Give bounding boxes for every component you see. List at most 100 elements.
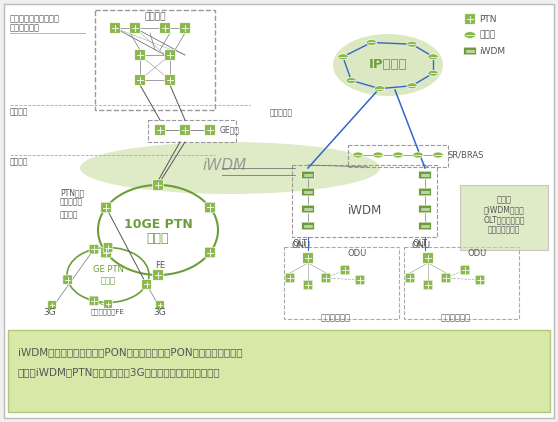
Text: 汇聚层: 汇聚层 [497,195,512,204]
Text: GE光口: GE光口 [220,125,240,135]
Text: 之全业务承载: 之全业务承载 [10,23,40,32]
FancyBboxPatch shape [4,4,554,418]
FancyBboxPatch shape [153,270,163,280]
FancyBboxPatch shape [302,171,314,179]
FancyBboxPatch shape [205,202,215,213]
Ellipse shape [353,152,363,158]
FancyBboxPatch shape [155,124,165,135]
Ellipse shape [373,152,383,158]
Text: ONU: ONU [291,241,310,250]
FancyBboxPatch shape [441,273,451,283]
FancyBboxPatch shape [101,247,112,258]
Text: 全业务汇聚区: 全业务汇聚区 [441,313,471,322]
FancyBboxPatch shape [89,244,99,254]
FancyBboxPatch shape [134,50,145,60]
FancyBboxPatch shape [89,296,99,306]
Ellipse shape [393,152,403,158]
FancyBboxPatch shape [156,301,164,309]
Text: ODU: ODU [468,249,487,258]
Ellipse shape [464,32,476,38]
FancyBboxPatch shape [302,205,314,213]
Ellipse shape [428,54,438,60]
FancyBboxPatch shape [103,243,113,252]
FancyBboxPatch shape [129,23,140,33]
FancyBboxPatch shape [302,188,314,196]
Text: 接入环: 接入环 [100,276,116,286]
Text: 重要集团客户FE: 重要集团客户FE [91,308,125,315]
Text: 业务运营承载）: 业务运营承载） [488,225,520,234]
FancyBboxPatch shape [460,265,470,275]
FancyBboxPatch shape [418,222,431,230]
Text: OLT: OLT [292,239,307,248]
FancyBboxPatch shape [302,222,314,230]
FancyBboxPatch shape [104,300,112,308]
FancyBboxPatch shape [302,253,313,263]
Ellipse shape [338,54,348,60]
Text: 核心层iWDM和PTN联合组网实现3G承载调度，提高网络弹性化: 核心层iWDM和PTN联合组网实现3G承载调度，提高网络弹性化 [18,367,220,377]
FancyBboxPatch shape [465,14,475,24]
FancyBboxPatch shape [134,75,145,85]
Text: iWDM: iWDM [203,157,247,173]
FancyBboxPatch shape [180,124,190,135]
FancyBboxPatch shape [160,23,170,33]
Text: 汇聚环: 汇聚环 [147,232,169,244]
Text: 汇聚节点: 汇聚节点 [60,211,79,219]
Text: （iWDM下沉到: （iWDM下沉到 [484,205,525,214]
Text: ONU: ONU [411,241,430,250]
Text: 3G: 3G [153,308,166,317]
FancyBboxPatch shape [423,253,434,263]
FancyBboxPatch shape [285,273,295,283]
Ellipse shape [80,142,380,194]
FancyBboxPatch shape [180,23,190,33]
Text: 高价值业务: 高价值业务 [60,197,83,206]
Ellipse shape [346,77,357,84]
Text: 骨干节点: 骨干节点 [10,157,28,166]
Text: 路由器: 路由器 [479,30,495,40]
FancyBboxPatch shape [110,23,121,33]
Text: PTN承载: PTN承载 [60,189,84,197]
Ellipse shape [433,152,443,158]
Text: 3G: 3G [44,308,56,317]
FancyBboxPatch shape [101,202,112,213]
Text: 核心路由器: 核心路由器 [270,108,293,117]
Text: 带调度层交叉组网模式: 带调度层交叉组网模式 [10,14,60,23]
Ellipse shape [413,152,423,158]
FancyBboxPatch shape [165,75,175,85]
Text: 核心节点: 核心节点 [10,107,28,116]
Ellipse shape [428,70,438,76]
Text: iWDM: iWDM [348,203,382,216]
Text: 全业务汇聚区: 全业务汇聚区 [321,313,351,322]
Ellipse shape [367,39,377,46]
Text: 10GE PTN: 10GE PTN [124,217,193,230]
Text: ODU: ODU [348,249,367,258]
FancyBboxPatch shape [460,185,548,250]
Ellipse shape [407,41,417,47]
Text: GE PTN: GE PTN [93,265,123,274]
FancyBboxPatch shape [165,50,175,60]
Ellipse shape [374,86,385,92]
Text: OLT节点解决宽带: OLT节点解决宽带 [483,215,525,224]
FancyBboxPatch shape [423,280,433,290]
Text: IP承载网: IP承载网 [369,59,407,71]
Text: iWDM: iWDM [479,46,505,56]
FancyBboxPatch shape [63,275,73,284]
FancyBboxPatch shape [418,188,431,196]
FancyBboxPatch shape [418,205,431,213]
FancyBboxPatch shape [47,301,56,309]
Ellipse shape [407,83,417,89]
FancyBboxPatch shape [303,280,313,290]
FancyBboxPatch shape [205,124,215,135]
FancyBboxPatch shape [321,273,331,283]
Text: PTN: PTN [479,14,497,24]
FancyBboxPatch shape [340,265,350,275]
Ellipse shape [333,34,443,96]
Text: OLT: OLT [412,239,427,248]
FancyBboxPatch shape [205,247,215,258]
FancyBboxPatch shape [464,47,477,55]
FancyBboxPatch shape [418,171,431,179]
Text: 核心机房: 核心机房 [145,12,166,21]
Text: FE: FE [155,260,165,270]
FancyBboxPatch shape [142,280,151,289]
Text: SR/BRAS: SR/BRAS [448,151,484,160]
Text: iWDM下沉至汇聚节点实现PON上行承载，满足PON技术未来演进方向: iWDM下沉至汇聚节点实现PON上行承载，满足PON技术未来演进方向 [18,347,243,357]
